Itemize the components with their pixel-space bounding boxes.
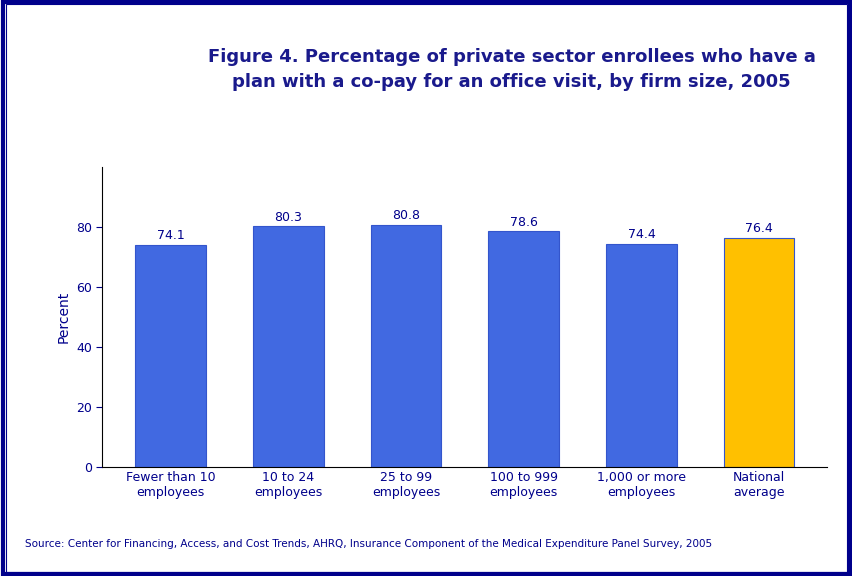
Text: Figure 4. Percentage of private sector enrollees who have a
plan with a co-pay f: Figure 4. Percentage of private sector e… bbox=[208, 48, 815, 90]
Text: 74.1: 74.1 bbox=[157, 229, 184, 242]
Bar bbox=[253, 226, 323, 467]
Text: 80.8: 80.8 bbox=[392, 209, 419, 222]
Text: 80.3: 80.3 bbox=[274, 211, 302, 223]
Bar bbox=[371, 225, 440, 467]
Text: 78.6: 78.6 bbox=[509, 216, 537, 229]
Text: 76.4: 76.4 bbox=[745, 222, 772, 236]
Bar bbox=[488, 231, 558, 467]
Bar bbox=[723, 238, 793, 467]
Text: Source: Center for Financing, Access, and Cost Trends, AHRQ, Insurance Component: Source: Center for Financing, Access, an… bbox=[26, 539, 711, 550]
Bar bbox=[606, 244, 676, 467]
Y-axis label: Percent: Percent bbox=[56, 291, 71, 343]
Bar bbox=[135, 245, 205, 467]
Text: AHRQ: AHRQ bbox=[58, 60, 121, 78]
Text: 74.4: 74.4 bbox=[627, 228, 654, 241]
